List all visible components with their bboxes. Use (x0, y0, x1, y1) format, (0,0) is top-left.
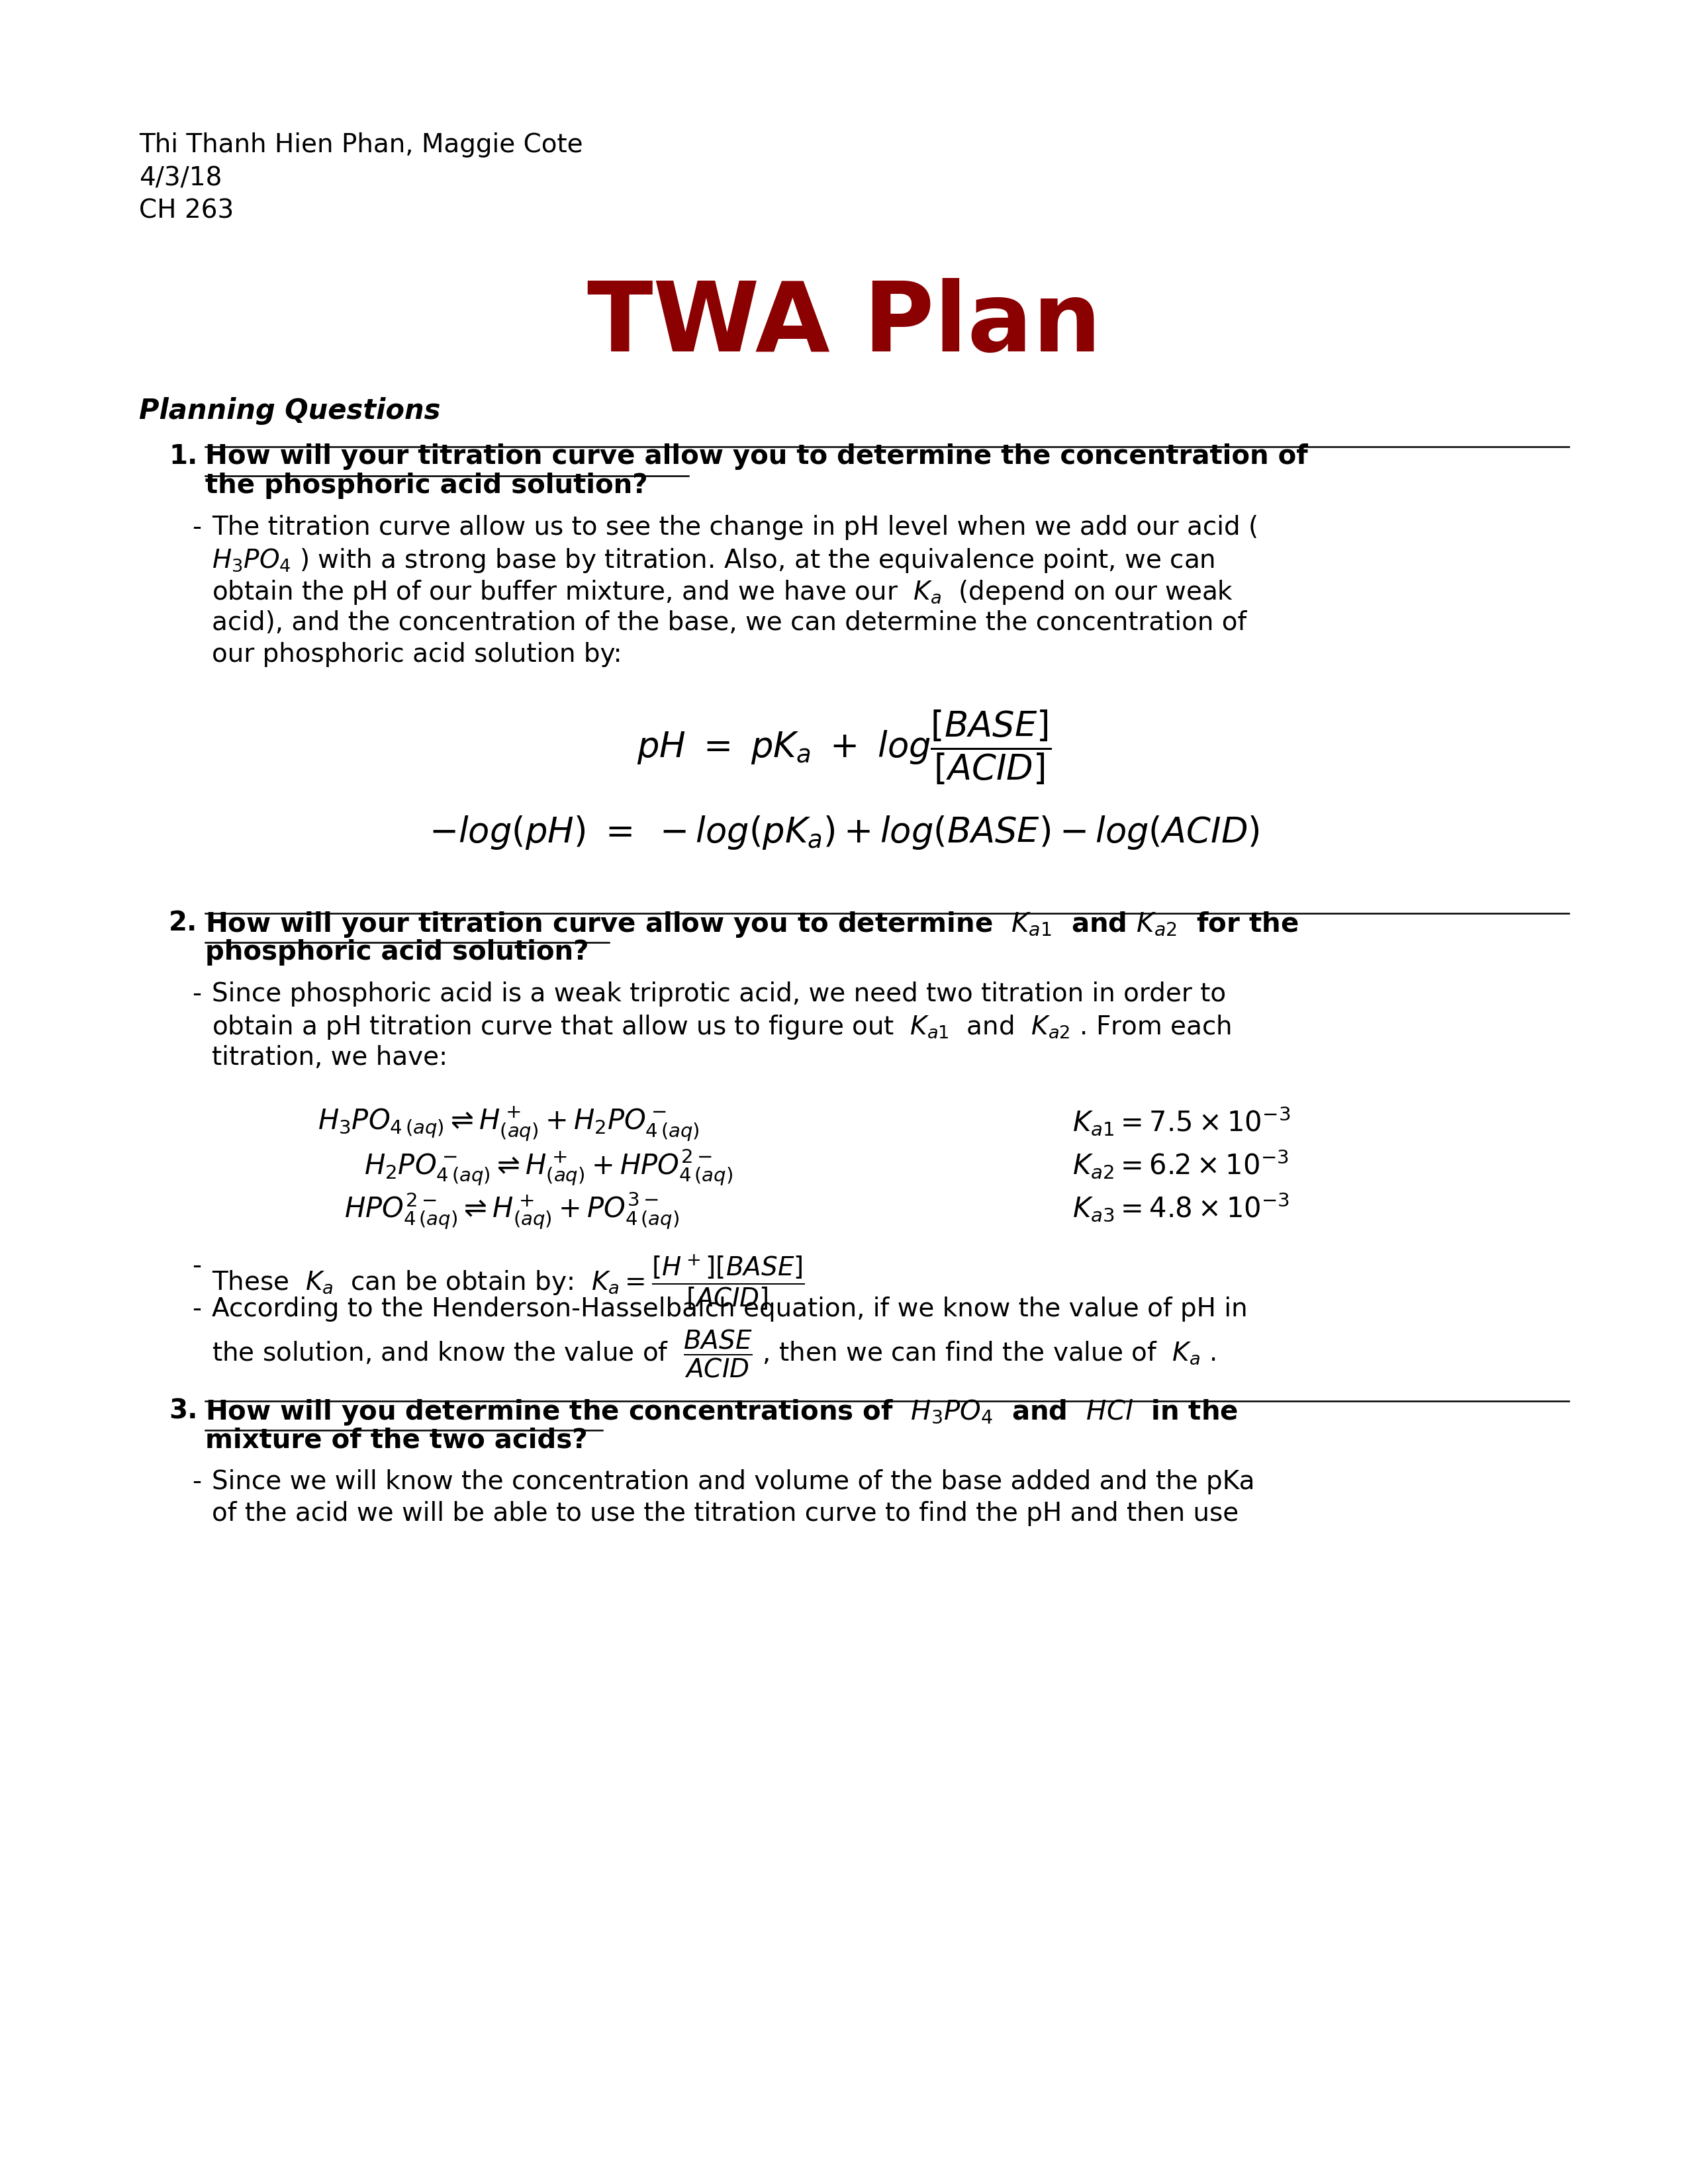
Text: titration, we have:: titration, we have: (211, 1044, 447, 1070)
Text: $\mathit{K_{a1} = 7.5 \times 10^{-3}}$: $\mathit{K_{a1} = 7.5 \times 10^{-3}}$ (1072, 1105, 1290, 1138)
Text: TWA Plan: TWA Plan (587, 277, 1101, 371)
Text: -: - (192, 1470, 201, 1494)
Text: CH 263: CH 263 (138, 199, 235, 223)
Text: $\mathit{H_3PO_{4\,(aq)} \rightleftharpoons H^+_{(aq)} + H_2PO^-_{4\,(aq)}}$: $\mathit{H_3PO_{4\,(aq)} \rightleftharpo… (317, 1105, 699, 1142)
Text: How will you determine the concentrations of  $\mathit{H_3PO_4}$  and  $\mathit{: How will you determine the concentration… (206, 1398, 1237, 1426)
Text: Thi Thanh Hien Phan, Maggie Cote: Thi Thanh Hien Phan, Maggie Cote (138, 133, 582, 157)
Text: -: - (192, 1254, 201, 1278)
Text: mixture of the two acids?: mixture of the two acids? (206, 1426, 587, 1452)
Text: 4/3/18: 4/3/18 (138, 166, 223, 190)
Text: 3.: 3. (169, 1398, 197, 1424)
Text: $\mathit{pH \ = \ pK_a \ + \ log\dfrac{[BASE]}{[ACID]}}$: $\mathit{pH \ = \ pK_a \ + \ log\dfrac{[… (636, 708, 1052, 786)
Text: $\mathit{H_2PO^-_{4\,(aq)} \rightleftharpoons H^+_{(aq)} + HPO^{2-}_{4\,(aq)}}$: $\mathit{H_2PO^-_{4\,(aq)} \rightlefthar… (365, 1147, 733, 1188)
Text: $\mathit{HPO^{2-}_{4\,(aq)} \rightleftharpoons H^+_{(aq)} + PO^{3-}_{4\,(aq)}}$: $\mathit{HPO^{2-}_{4\,(aq)} \rightleftha… (344, 1190, 679, 1232)
Text: of the acid we will be able to use the titration curve to find the pH and then u: of the acid we will be able to use the t… (211, 1500, 1239, 1527)
Text: $\mathit{K_{a3} = 4.8 \times 10^{-3}}$: $\mathit{K_{a3} = 4.8 \times 10^{-3}}$ (1072, 1190, 1290, 1223)
Text: acid), and the concentration of the base, we can determine the concentration of: acid), and the concentration of the base… (211, 609, 1247, 636)
Text: The titration curve allow us to see the change in pH level when we add our acid : The titration curve allow us to see the … (211, 515, 1259, 539)
Text: phosphoric acid solution?: phosphoric acid solution? (206, 939, 589, 965)
Text: $\mathit{H_3PO_4}$ ) with a strong base by titration. Also, at the equivalence p: $\mathit{H_3PO_4}$ ) with a strong base … (211, 546, 1215, 574)
Text: These  $\mathit{K_a}$  can be obtain by:  $K_a = \dfrac{[H^+][BASE]}{[ACID]}$: These $\mathit{K_a}$ can be obtain by: $… (211, 1254, 805, 1313)
Text: According to the Henderson-Hasselbalch equation, if we know the value of pH in: According to the Henderson-Hasselbalch e… (211, 1297, 1247, 1321)
Text: $\mathit{-log(pH) \ = \ -log(pK_a) + log(BASE) - log(ACID)}$: $\mathit{-log(pH) \ = \ -log(pK_a) + log… (429, 815, 1259, 852)
Text: Planning Questions: Planning Questions (138, 397, 441, 426)
Text: Since we will know the concentration and volume of the base added and the pKa: Since we will know the concentration and… (211, 1470, 1254, 1494)
Text: How will your titration curve allow you to determine  $\mathit{K_{a1}}$  and $\m: How will your titration curve allow you … (206, 911, 1298, 939)
Text: the solution, and know the value of  $\dfrac{BASE}{ACID}$ , then we can find the: the solution, and know the value of $\df… (211, 1328, 1215, 1380)
Text: 1.: 1. (169, 443, 197, 470)
Text: -: - (192, 1297, 201, 1321)
Text: -: - (192, 981, 201, 1007)
Text: obtain a pH titration curve that allow us to figure out  $\mathit{K_{a1}}$  and : obtain a pH titration curve that allow u… (211, 1013, 1231, 1042)
Text: 2.: 2. (169, 911, 197, 937)
Text: Since phosphoric acid is a weak triprotic acid, we need two titration in order t: Since phosphoric acid is a weak triproti… (211, 981, 1225, 1007)
Text: our phosphoric acid solution by:: our phosphoric acid solution by: (211, 642, 621, 666)
Text: the phosphoric acid solution?: the phosphoric acid solution? (206, 472, 648, 498)
Text: obtain the pH of our buffer mixture, and we have our  $\mathit{K_a}$  (depend on: obtain the pH of our buffer mixture, and… (211, 579, 1234, 607)
Text: $\mathit{K_{a2} = 6.2 \times 10^{-3}}$: $\mathit{K_{a2} = 6.2 \times 10^{-3}}$ (1072, 1147, 1290, 1179)
Text: How will your titration curve allow you to determine the concentration of: How will your titration curve allow you … (206, 443, 1308, 470)
Text: -: - (192, 515, 201, 539)
